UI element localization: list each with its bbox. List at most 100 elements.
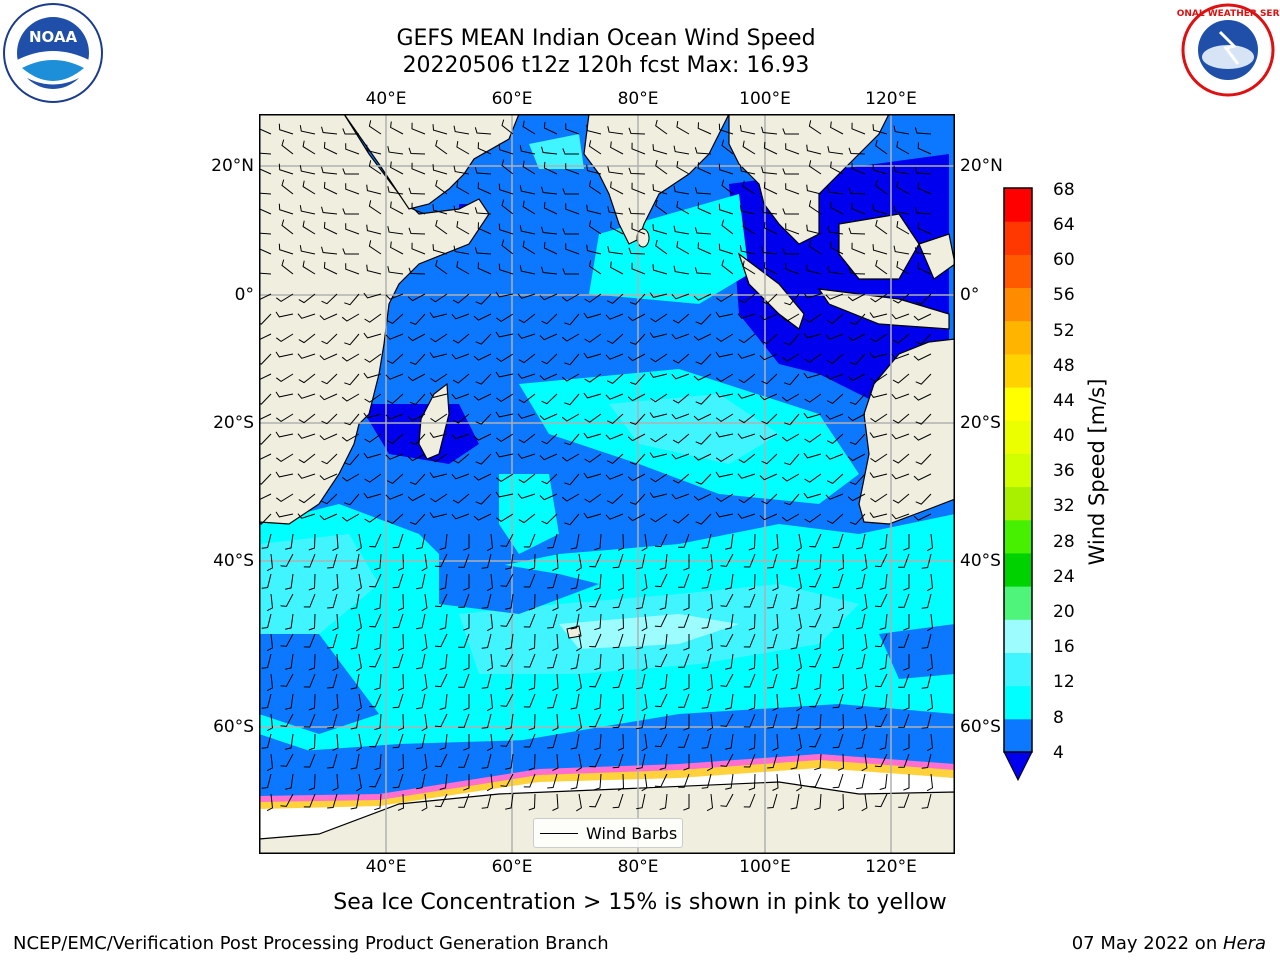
- wind-barb: [851, 122, 866, 135]
- wind-barb: [570, 653, 580, 670]
- wind-barb: [737, 433, 756, 439]
- wind-barb: [397, 753, 405, 771]
- wind-barb: [584, 293, 602, 303]
- wind-barb: [407, 333, 426, 342]
- wind-barb: [453, 125, 470, 135]
- wind-barb: [547, 613, 558, 629]
- wind-barb: [276, 333, 294, 343]
- wind-barb: [659, 673, 668, 690]
- wind-barb: [869, 352, 888, 358]
- wind-barb: [259, 313, 272, 325]
- wind-barb: [259, 433, 272, 445]
- wind-barb: [870, 493, 888, 503]
- wind-barb: [683, 634, 690, 651]
- wind-barb: [870, 373, 888, 383]
- wind-barb: [892, 373, 910, 384]
- wind-barb: [803, 492, 822, 499]
- wind-barb: [539, 333, 558, 341]
- wind-barb: [298, 293, 316, 304]
- wind-barb: [519, 145, 536, 155]
- wind-barb: [541, 513, 558, 525]
- wind-barb: [350, 713, 360, 730]
- wind-barb: [606, 413, 624, 424]
- wind-barb: [915, 333, 932, 345]
- wind-barb: [285, 613, 294, 630]
- wind-barb: [847, 493, 866, 502]
- wind-barb: [926, 733, 934, 752]
- wind-barb: [879, 773, 888, 790]
- wind-barb: [913, 433, 932, 441]
- wind-barb: [583, 432, 602, 439]
- wind-barb: [458, 713, 470, 728]
- wind-barb: [856, 573, 866, 590]
- wind-barb: [439, 693, 448, 710]
- strong-wind-region: [259, 534, 379, 634]
- wind-barb: [784, 333, 800, 346]
- wind-barb: [259, 493, 272, 501]
- wind-barb: [914, 167, 932, 175]
- wind-barb: [589, 593, 602, 608]
- wind-barb: [586, 204, 602, 215]
- wind-barb: [434, 633, 448, 648]
- wind-barb: [518, 393, 536, 404]
- wind-barb: [280, 713, 294, 727]
- wind-barb: [796, 573, 802, 592]
- wind-barb: [561, 413, 580, 422]
- wind-barb: [583, 312, 602, 319]
- wind-barb: [715, 471, 734, 478]
- wind-barb: [341, 513, 360, 522]
- wind-barb: [926, 533, 934, 552]
- map-legend: Wind Barbs: [533, 818, 683, 848]
- wind-barb: [453, 165, 470, 175]
- wind-barb: [739, 125, 756, 135]
- wind-barb: [528, 633, 536, 651]
- wind-barb: [617, 573, 625, 591]
- wind-barb: [892, 413, 910, 424]
- colorbar-swatch: [1004, 420, 1032, 454]
- moderate-wind-region: [529, 134, 584, 169]
- wind-barb: [473, 313, 492, 321]
- colorbar-swatch: [1004, 387, 1032, 421]
- wind-barb: [481, 633, 492, 649]
- wind-barb: [344, 373, 360, 386]
- wind-barb: [837, 753, 845, 771]
- wind-barb: [917, 142, 932, 155]
- wind-barb: [430, 373, 448, 383]
- wind-barb: [298, 333, 316, 344]
- wind-barb: [913, 353, 932, 361]
- lon-tick-top: 120°E: [865, 89, 917, 109]
- wind-speed-map: [259, 114, 955, 854]
- wind-barb: [430, 333, 448, 343]
- wind-barb: [364, 393, 382, 403]
- wind-barb: [896, 181, 910, 195]
- wind-barb: [517, 493, 536, 499]
- wind-barb: [364, 473, 382, 483]
- wind-barb: [782, 248, 799, 255]
- wind-barb: [848, 187, 866, 195]
- wind-barb: [374, 793, 382, 811]
- wind-barb: [421, 713, 428, 732]
- wind-barb: [893, 205, 910, 215]
- wind-barb: [451, 473, 470, 480]
- wind-barb: [498, 223, 514, 235]
- wind-barb: [432, 164, 448, 175]
- wind-barb: [543, 201, 558, 215]
- wind-barb: [576, 593, 582, 612]
- wind-barb: [364, 433, 382, 443]
- wind-barb: [500, 653, 514, 667]
- lon-tick-top: 40°E: [365, 89, 407, 109]
- wind-barb: [562, 268, 579, 275]
- wind-barb: [814, 713, 822, 731]
- wind-barb: [505, 553, 514, 570]
- wind-barb: [451, 433, 470, 440]
- wind-barb: [323, 261, 338, 275]
- wind-barb: [631, 142, 646, 155]
- wind-barb: [518, 353, 536, 364]
- wind-barb: [564, 393, 580, 406]
- wind-barb: [683, 554, 690, 571]
- wind-barb: [636, 673, 646, 690]
- wind-barb: [266, 753, 274, 772]
- wind-barb: [748, 733, 756, 751]
- wind-barb: [522, 200, 536, 215]
- wind-barb: [683, 794, 690, 811]
